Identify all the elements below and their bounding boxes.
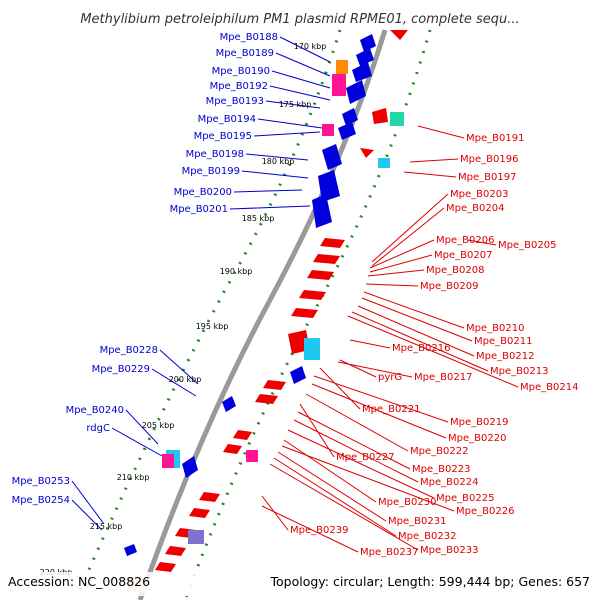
gene-label: Mpe_B0206: [436, 235, 494, 246]
gene-label: Mpe_B0231: [388, 516, 446, 527]
gene-label: Mpe_B0193: [206, 96, 264, 107]
gene-label: Mpe_B0220: [448, 433, 506, 444]
tick-label: 205 kbp: [142, 421, 175, 430]
gene-label: Mpe_B0225: [436, 493, 494, 504]
gene-label: Mpe_B0210: [466, 323, 524, 334]
red-gene-arrows: [155, 30, 408, 572]
gene-label: rdgC: [86, 423, 110, 434]
gene-label: Mpe_B0200: [174, 187, 232, 198]
gene-label: Mpe_B0199: [182, 166, 240, 177]
gene-label: Mpe_B0226: [456, 506, 514, 517]
gene-label: Mpe_B0197: [458, 172, 516, 183]
gene-label: Mpe_B0196: [460, 154, 518, 165]
gene-label: Mpe_B0253: [12, 476, 70, 487]
gene-label: Mpe_B0217: [414, 372, 472, 383]
gene-label: Mpe_B0190: [212, 66, 270, 77]
blue-gene-arrows: [124, 34, 376, 556]
tick-label: 180 kbp: [262, 157, 295, 166]
gene-label: Mpe_B0201: [170, 204, 228, 215]
gene-label: Mpe_B0188: [220, 32, 278, 43]
gene-label: Mpe_B0211: [474, 336, 532, 347]
right-leader-lines: [261, 125, 519, 553]
gene-label: Mpe_B0207: [434, 250, 492, 261]
gene-label: Mpe_B0213: [490, 366, 548, 377]
gene-label: Mpe_B0208: [426, 265, 484, 276]
gene-label: Mpe_B0212: [476, 351, 534, 362]
gene-label: Mpe_B0219: [450, 417, 508, 428]
feature-boxes: [128, 60, 404, 592]
tick-label: 200 kbp: [169, 375, 202, 384]
gene-label: Mpe_B0237: [360, 547, 418, 558]
gene-label: Mpe_B0221: [362, 404, 420, 415]
accession-text: Accession: NC_008826: [8, 574, 150, 589]
tick-label: 185 kbp: [242, 214, 275, 223]
gene-label: pyrG: [378, 372, 402, 383]
gene-label: Mpe_B0227: [336, 452, 394, 463]
gene-label: Mpe_B0254: [12, 495, 70, 506]
gene-label: Mpe_B0189: [216, 48, 274, 59]
gene-label: Mpe_B0223: [412, 464, 470, 475]
tick-label: 170 kbp: [294, 42, 327, 51]
right-gene-labels: Mpe_B0191 Mpe_B0196 Mpe_B0197 Mpe_B0203 Mpe_…: [290, 133, 578, 558]
gene-label: Mpe_B0191: [466, 133, 524, 144]
gene-label: Mpe_B0229: [92, 364, 150, 375]
gene-label: Mpe_B0230: [378, 497, 436, 508]
tick-label: 210 kbp: [117, 473, 150, 482]
left-gene-labels: Mpe_B0188 Mpe_B0189 Mpe_B0190 Mpe_B0192 Mpe_…: [12, 32, 278, 506]
gene-label: Mpe_B0194: [198, 114, 256, 125]
tick-label: 215 kbp: [90, 522, 123, 531]
gene-label: Mpe_B0228: [100, 345, 158, 356]
gene-label: Mpe_B0192: [210, 81, 268, 92]
gene-label: Mpe_B0195: [194, 131, 252, 142]
gene-label: Mpe_B0205: [498, 240, 556, 251]
gene-label: Mpe_B0198: [186, 149, 244, 160]
gene-label: Mpe_B0216: [392, 343, 450, 354]
summary-text: Topology: circular; Length: 599,444 bp; …: [270, 574, 591, 589]
gene-label: Mpe_B0204: [446, 203, 504, 214]
tick-label: 195 kbp: [196, 322, 229, 331]
map-title: Methylibium petroleiphilum PM1 plasmid R…: [80, 12, 519, 27]
gene-label: Mpe_B0222: [410, 446, 468, 457]
tick-label: 190 kbp: [220, 267, 253, 276]
gene-label: Mpe_B0239: [290, 525, 348, 536]
gene-label: Mpe_B0203: [450, 189, 508, 200]
gene-label: Mpe_B0240: [66, 405, 124, 416]
gene-label: Mpe_B0232: [398, 531, 456, 542]
gene-label: Mpe_B0209: [420, 281, 478, 292]
gene-label: Mpe_B0224: [420, 477, 478, 488]
tick-label: 175 kbp: [279, 100, 312, 109]
gene-label: Mpe_B0233: [420, 545, 478, 556]
left-leader-lines: [71, 36, 331, 531]
gene-label: Mpe_B0214: [520, 382, 578, 393]
